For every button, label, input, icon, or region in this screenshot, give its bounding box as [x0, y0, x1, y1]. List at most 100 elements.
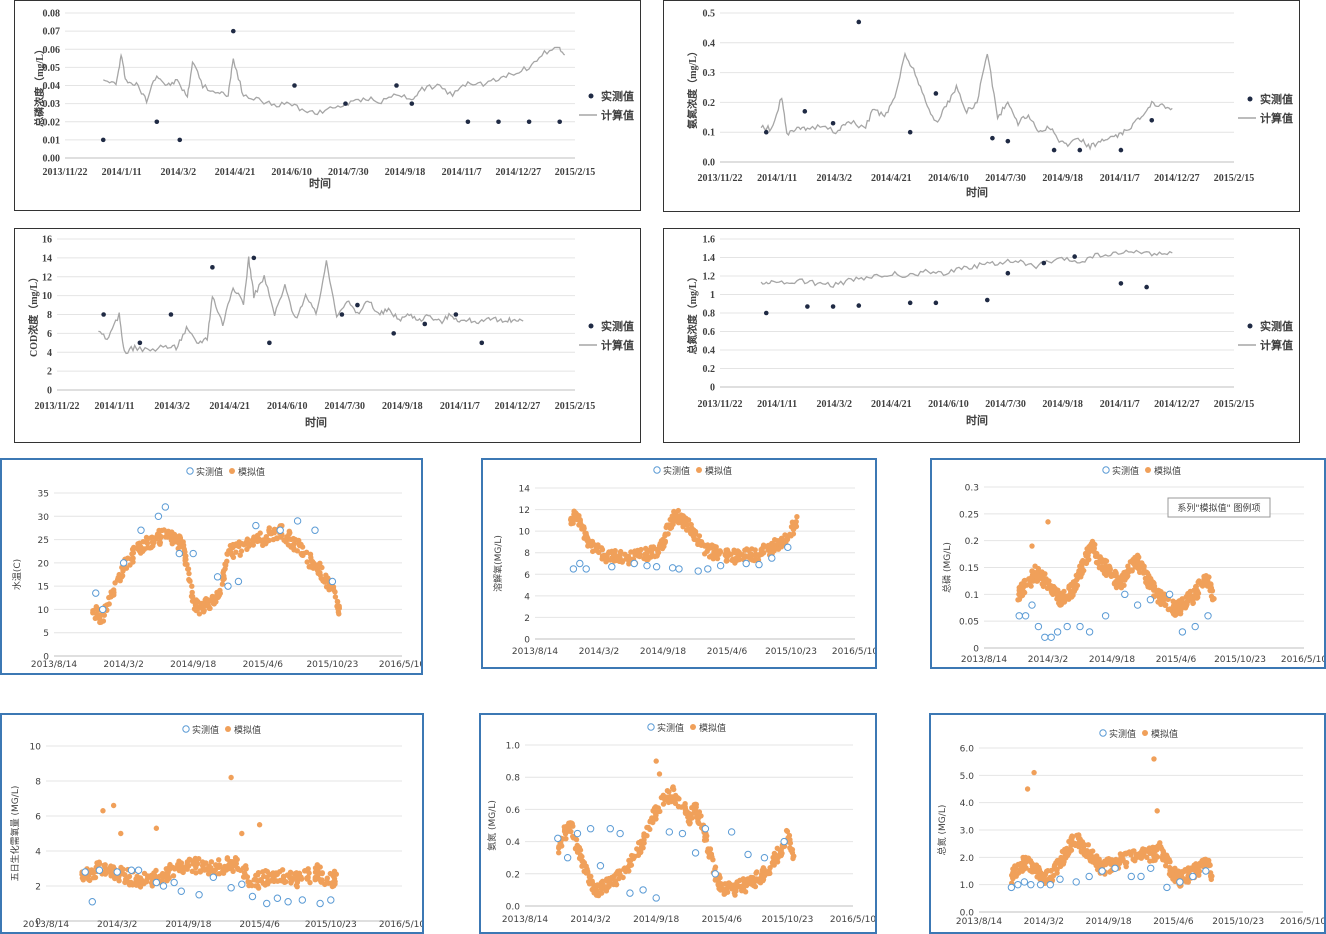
simulated-point [1154, 590, 1160, 597]
measured-point [763, 310, 769, 316]
simulated-point [92, 874, 99, 881]
measured-point [639, 886, 647, 894]
x-tick-label: 2013/8/14 [31, 660, 77, 670]
simulated-point [661, 543, 667, 549]
simulated-point [205, 597, 211, 603]
simulated-point [788, 845, 794, 852]
simulated-point [202, 860, 209, 866]
measured-point [1163, 883, 1171, 892]
x-tick-label: 2014/3/2 [161, 167, 197, 178]
legend-simulated-marker [229, 468, 235, 474]
computed-series-line [760, 51, 1173, 151]
simulated-point [1122, 572, 1128, 578]
measured-point [573, 829, 582, 838]
simulated-point [577, 852, 584, 858]
measured-point [316, 899, 324, 908]
measured-point [984, 297, 990, 303]
simulated-point [713, 876, 719, 882]
simulated-point [637, 547, 644, 553]
y-tick-label: 0.0 [506, 903, 521, 913]
legend: 实测值 模拟值 [653, 465, 732, 477]
x-tick-label: 2014/12/27 [496, 167, 542, 178]
simulated-point [1173, 611, 1179, 618]
y-tick-label: 5 [43, 629, 49, 639]
simulated-point [1145, 847, 1152, 854]
simulated-point [240, 865, 247, 871]
simulated-point [1126, 849, 1132, 856]
x-tick-label: 2014/9/18 [165, 920, 211, 930]
simulated-point [1076, 839, 1082, 845]
measured-point [1085, 628, 1094, 636]
computed-series-line [98, 256, 524, 355]
measured-point [563, 854, 572, 862]
simulated-point [298, 874, 304, 880]
simulated-point [100, 808, 106, 814]
y-tick-label: 0.0 [960, 909, 975, 919]
y-tick-label: 0.04 [43, 81, 61, 92]
y-axis-label: 氨氮浓度（mg/L） [686, 46, 699, 129]
measured-point [1176, 878, 1184, 886]
measured-point [1133, 601, 1142, 609]
simulated-point [266, 525, 272, 531]
simulated-point [1041, 873, 1048, 879]
tooltip-box [1167, 497, 1271, 518]
measured-point [1041, 633, 1049, 641]
measured-point [1178, 628, 1187, 636]
measured-point [134, 866, 143, 874]
chart-c4: 0 0.2 0.4 0.6 0.8 1 1.2 1.4 1.6 2013/11/22 2014/1/… [686, 235, 1293, 428]
x-tick-label: 2015/10/23 [1212, 917, 1264, 927]
simulated-point [193, 870, 199, 876]
simulated-point [1076, 844, 1082, 850]
simulated-point [732, 550, 739, 556]
simulated-point [194, 861, 201, 867]
simulated-point [702, 543, 708, 549]
simulated-point [228, 774, 234, 781]
simulated-point [597, 890, 603, 896]
simulated-point [645, 555, 651, 561]
measured-point [678, 829, 687, 838]
measured-point [554, 834, 562, 843]
chart-panel-ammonia: 0.0 0.2 0.4 0.6 0.8 1.0 2013/8/14 2014/3/2 2014/… [479, 713, 877, 934]
simulated-point [770, 854, 776, 861]
legend-computed-label: 计算值 [601, 338, 634, 352]
simulated-point [753, 876, 760, 882]
simulated-point [330, 879, 336, 886]
measured-point [263, 899, 271, 908]
simulated-point [1086, 556, 1092, 563]
measured-point [675, 565, 683, 573]
simulated-point [250, 542, 256, 548]
legend-computed-label: 计算值 [1260, 111, 1293, 125]
y-tick-label: 4 [47, 348, 52, 359]
simulated-point [1129, 568, 1135, 574]
y-tick-label: 2 [47, 367, 52, 378]
simulated-point [1193, 583, 1199, 590]
measured-point [1191, 622, 1199, 631]
simulated-point [303, 549, 310, 555]
simulated-point [230, 554, 237, 560]
simulated-point [723, 558, 729, 564]
y-tick-label: 12 [519, 506, 530, 516]
measured-point [339, 312, 345, 317]
simulated-point [212, 867, 218, 873]
y-tick-label: 15 [38, 583, 49, 593]
simulated-point [1123, 860, 1130, 866]
simulated-point [1050, 591, 1056, 597]
simulated-point [257, 530, 263, 536]
y-tick-label: 0.05 [43, 63, 61, 74]
y-tick-label: 0.02 [43, 117, 61, 128]
measured-point [990, 135, 995, 141]
simulated-point [1076, 832, 1082, 838]
x-tick-label: 2014/1/11 [757, 173, 797, 184]
simulated-point [167, 866, 173, 872]
computed-series-line [103, 46, 565, 116]
y-tick-label: 0 [973, 645, 979, 655]
y-tick-label: 0.4 [703, 346, 716, 357]
y-tick-label: 0 [35, 918, 41, 928]
simulated-point [149, 539, 156, 545]
simulated-point [283, 879, 289, 885]
measured-point [453, 312, 459, 317]
y-axis-label: 总氮浓度（mg/L） [686, 272, 699, 355]
measured-point [652, 563, 661, 571]
measured-point [1021, 612, 1030, 620]
simulated-point [285, 873, 292, 879]
